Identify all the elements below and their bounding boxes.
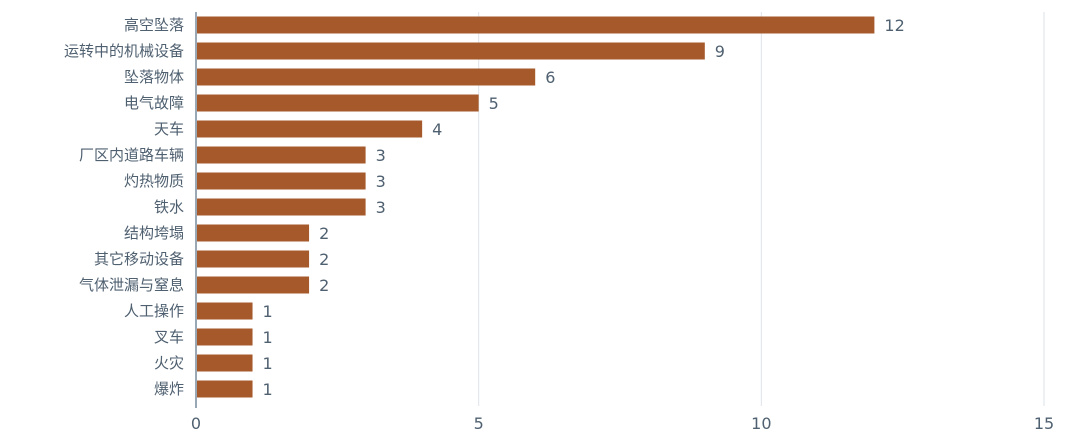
- bar: [197, 68, 536, 86]
- bar: [197, 146, 366, 164]
- bar: [197, 172, 366, 190]
- category-label: 人工操作: [124, 302, 184, 320]
- category-label: 厂区内道路车辆: [79, 146, 184, 164]
- bar: [197, 328, 253, 346]
- data-label: 5: [489, 94, 499, 113]
- data-label: 12: [884, 16, 904, 35]
- category-label: 气体泄漏与窒息: [79, 276, 184, 294]
- bar: [197, 276, 310, 294]
- data-label: 9: [715, 42, 725, 61]
- category-label: 叉车: [154, 328, 184, 346]
- data-label: 2: [319, 276, 329, 295]
- bar: [197, 94, 479, 112]
- data-label: 3: [376, 172, 386, 191]
- x-tick-label: 15: [1034, 414, 1054, 433]
- category-label: 电气故障: [124, 94, 184, 112]
- category-label: 高空坠落: [124, 16, 184, 34]
- bar: [197, 224, 310, 242]
- bar: [197, 302, 253, 320]
- x-tick-label: 10: [751, 414, 771, 433]
- category-label: 运转中的机械设备: [64, 42, 184, 60]
- bar: [197, 42, 705, 60]
- bar: [197, 120, 423, 138]
- category-label: 结构垮塌: [124, 224, 184, 242]
- data-label: 4: [432, 120, 442, 139]
- category-label: 坠落物体: [124, 68, 184, 86]
- data-label: 3: [376, 198, 386, 217]
- data-label: 1: [263, 354, 273, 373]
- category-label: 天车: [154, 120, 184, 138]
- data-label: 3: [376, 146, 386, 165]
- data-label: 1: [263, 380, 273, 399]
- category-label: 火灾: [154, 354, 184, 372]
- category-label: 灼热物质: [124, 172, 184, 190]
- data-label: 6: [545, 68, 555, 87]
- x-tick-label: 5: [474, 414, 484, 433]
- data-label: 2: [319, 224, 329, 243]
- bar: [197, 198, 366, 216]
- data-label: 1: [263, 302, 273, 321]
- x-tick-label: 0: [191, 414, 201, 433]
- bar: [197, 250, 310, 268]
- category-label: 爆炸: [154, 380, 184, 398]
- bar: [197, 380, 253, 398]
- category-label: 其它移动设备: [94, 250, 184, 268]
- data-label: 1: [263, 328, 273, 347]
- bar: [197, 16, 875, 34]
- bar: [197, 354, 253, 372]
- category-label: 铁水: [154, 198, 184, 216]
- data-label: 2: [319, 250, 329, 269]
